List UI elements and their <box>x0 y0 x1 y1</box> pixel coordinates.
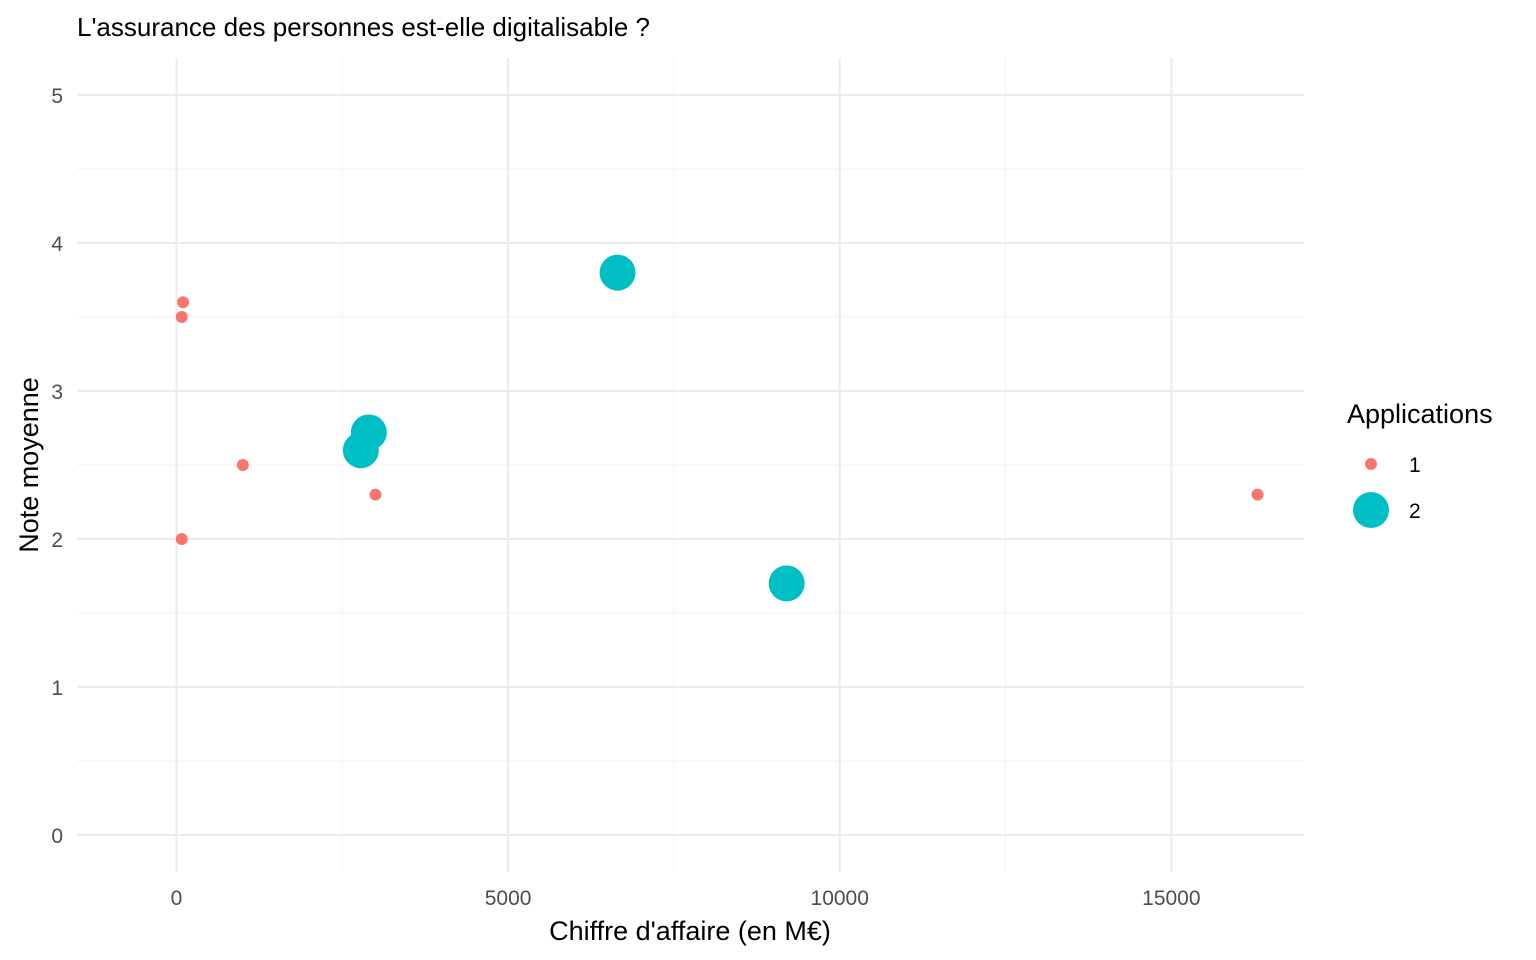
legend: Applications 12 <box>1347 399 1493 528</box>
y-axis-ticks: 0 1 2 3 4 5 <box>51 85 63 848</box>
y-tick-label: 1 <box>51 677 63 700</box>
legend-key-1 <box>1365 458 1377 470</box>
y-tick-label: 5 <box>51 85 63 108</box>
data-point-series-1 <box>175 311 188 323</box>
y-axis-title: Note moyenne <box>14 377 44 553</box>
data-point-series-2 <box>342 432 379 469</box>
data-point-series-1 <box>175 533 188 545</box>
legend-label-1: 1 <box>1409 454 1421 477</box>
y-tick-label: 4 <box>51 233 63 256</box>
data-point-series-1 <box>1251 488 1264 501</box>
legend-title: Applications <box>1347 399 1493 429</box>
x-axis-title: Chiffre d'affaire (en M€) <box>549 916 831 946</box>
data-point-series-1 <box>177 296 190 309</box>
grid-lines <box>77 58 1304 872</box>
x-axis-ticks: 0 5000 10000 15000 <box>171 887 1201 910</box>
x-tick-label: 10000 <box>811 887 869 910</box>
chart-title: L'assurance des personnes est-elle digit… <box>77 12 650 42</box>
y-tick-label: 3 <box>51 381 63 404</box>
data-point-series-2 <box>768 565 805 602</box>
legend-label-2: 2 <box>1409 500 1421 523</box>
legend-key-2 <box>1353 492 1389 528</box>
legend-entries: 12 <box>1353 454 1421 528</box>
data-point-series-1 <box>236 459 249 471</box>
y-tick-label: 2 <box>51 529 63 552</box>
x-tick-label: 5000 <box>485 887 532 910</box>
data-point-series-2 <box>599 254 636 291</box>
data-points <box>175 254 1264 602</box>
x-tick-label: 0 <box>171 887 183 910</box>
data-point-series-1 <box>369 488 382 501</box>
x-tick-label: 15000 <box>1142 887 1200 910</box>
y-tick-label: 0 <box>51 825 63 848</box>
